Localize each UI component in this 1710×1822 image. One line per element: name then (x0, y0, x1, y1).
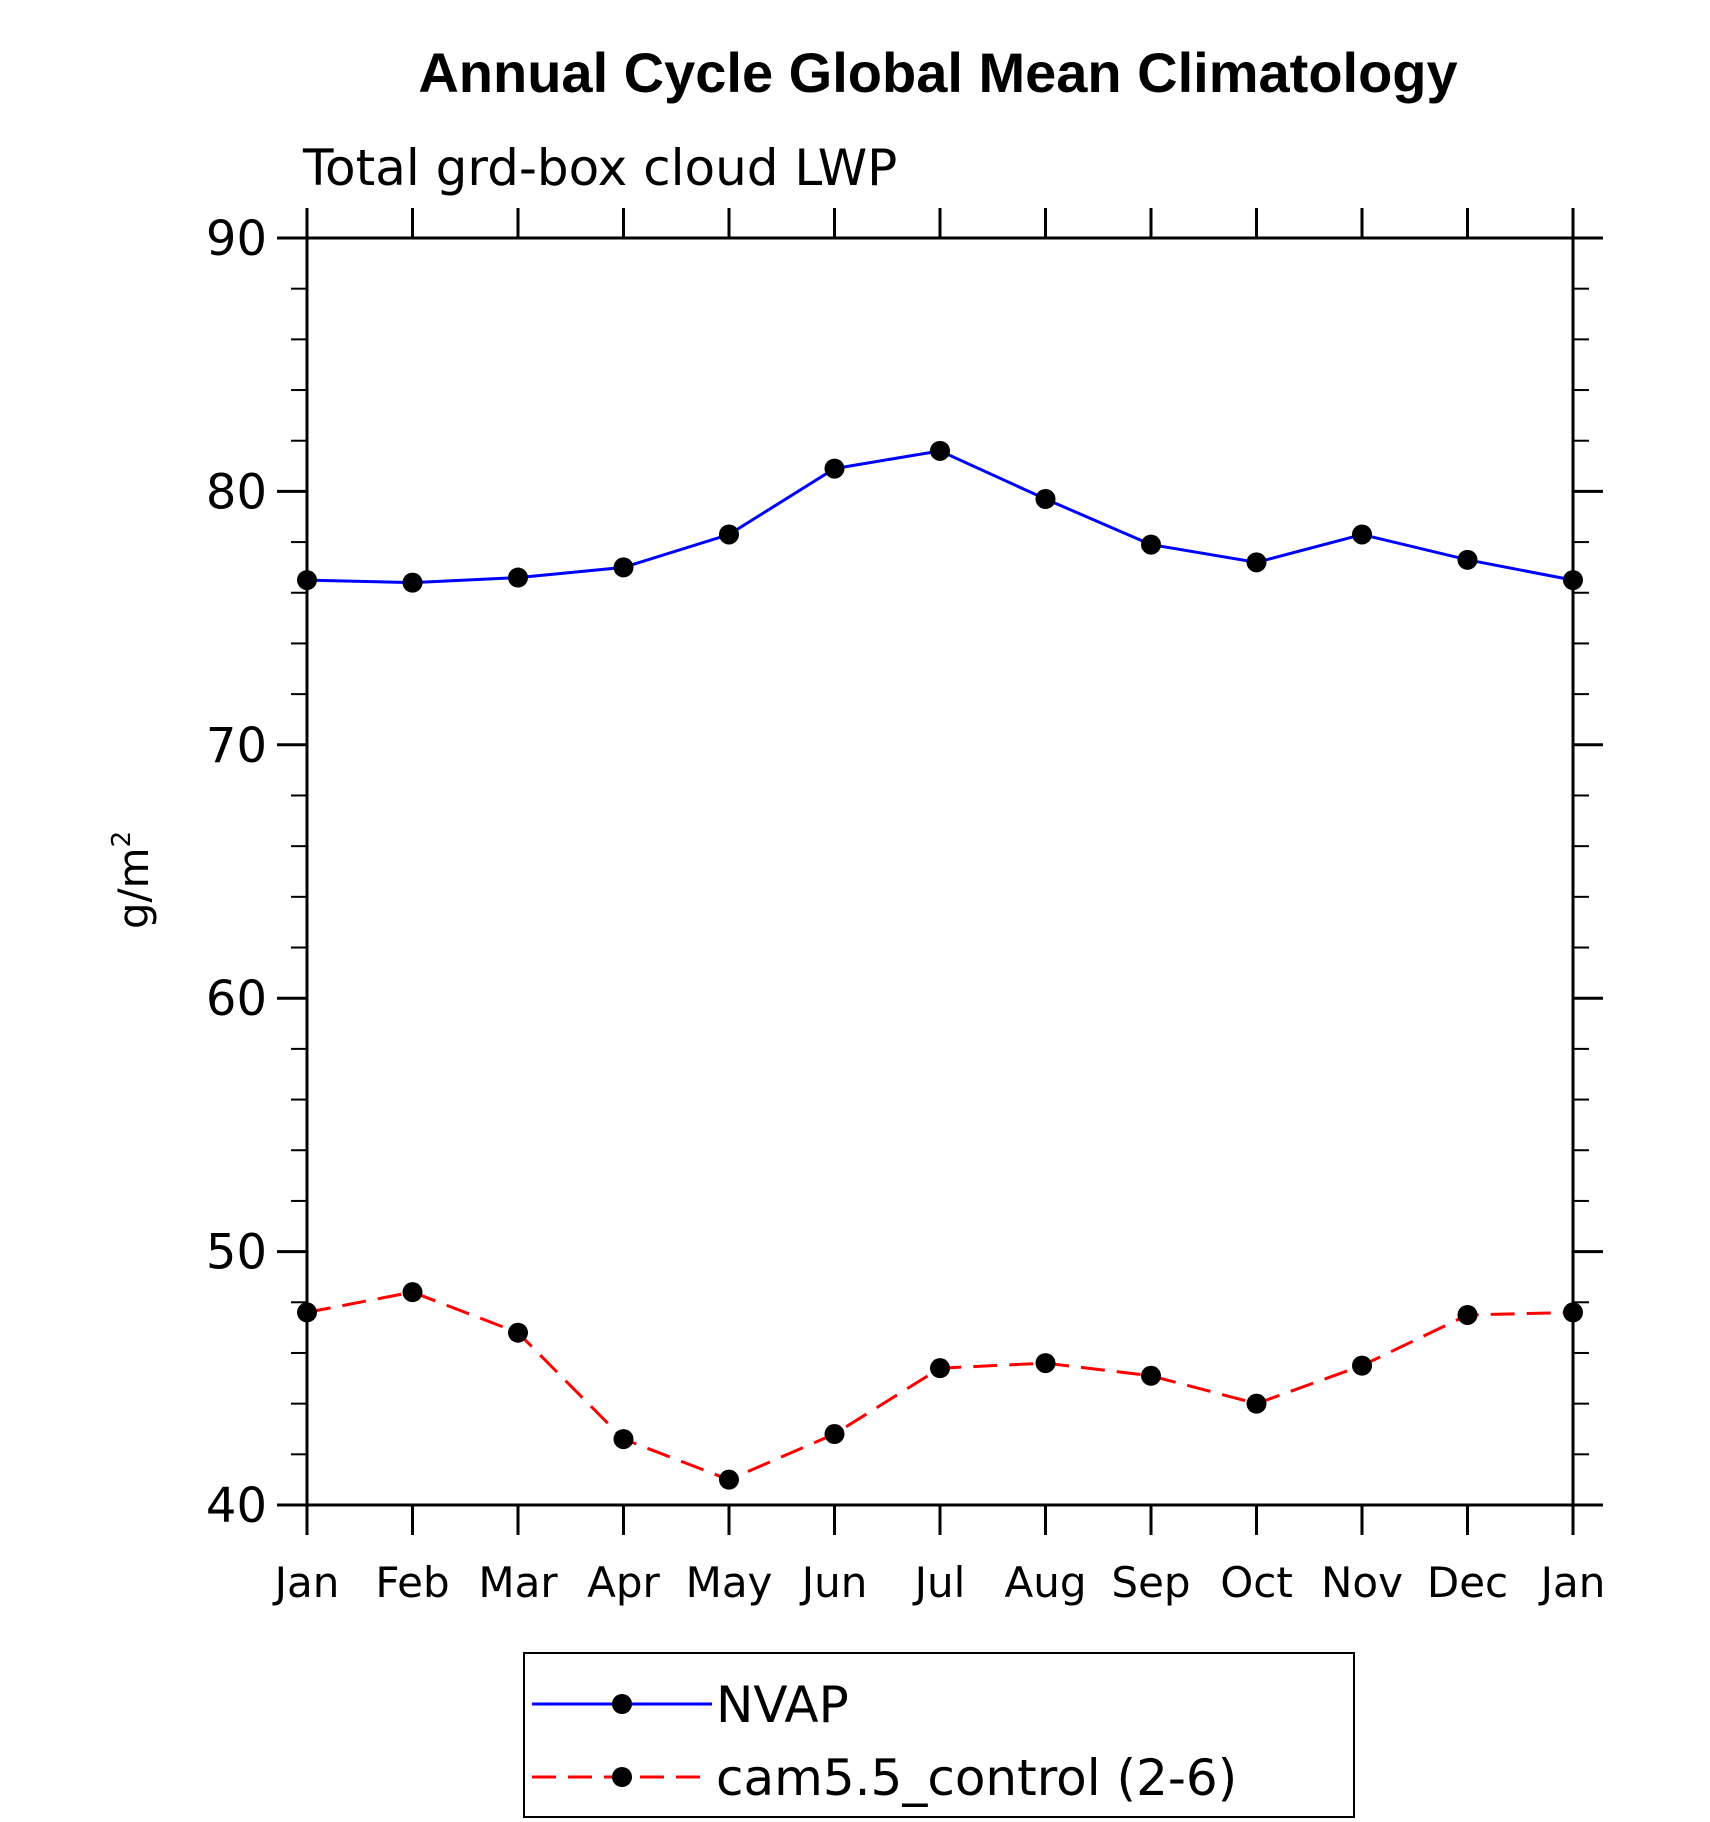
x-tick-label: Sep (1111, 1558, 1190, 1607)
legend-box (523, 1652, 1355, 1818)
series-line (306, 1290, 1574, 1482)
data-point (613, 1429, 634, 1450)
chart-title: Annual Cycle Global Mean Climatology (418, 41, 1457, 104)
data-point (508, 1322, 528, 1343)
data-point (1457, 1304, 1478, 1325)
data-point (930, 440, 950, 461)
data-point (1352, 1355, 1372, 1376)
data-point (824, 1424, 845, 1445)
legend-label: NVAP (716, 1676, 849, 1734)
x-tick-label: Oct (1220, 1558, 1293, 1607)
y-axis-label: g/m2 (107, 831, 158, 929)
data-point (1457, 549, 1478, 570)
data-point (1563, 1302, 1583, 1323)
y-axis-label-exponent: 2 (107, 831, 137, 848)
x-tick-label: Apr (587, 1558, 660, 1607)
data-point (1352, 524, 1372, 545)
data-point (508, 567, 528, 588)
x-tick-label: Jun (799, 1558, 868, 1607)
axis-ticks (277, 208, 1603, 1535)
y-tick-label: 50 (206, 1225, 267, 1281)
series-line (306, 449, 1574, 585)
data-point (930, 1358, 950, 1379)
y-tick-label: 60 (206, 971, 267, 1027)
y-axis-label-unit: g/m (109, 847, 158, 929)
x-tick-label: Dec (1427, 1558, 1508, 1607)
y-tick-label: 70 (206, 718, 267, 774)
legend-marker (612, 1767, 632, 1787)
x-tick-label: Jul (912, 1558, 966, 1607)
data-point (613, 557, 634, 578)
svg-text:g/m2: g/m2 (107, 831, 158, 929)
data-point (824, 458, 845, 479)
data-point (1035, 1353, 1056, 1374)
series-2 (297, 1282, 1583, 1490)
data-point (297, 1302, 317, 1323)
plot-frame (305, 236, 1575, 1507)
x-tick-label: May (686, 1558, 773, 1607)
y-tick-label: 80 (206, 464, 267, 520)
data-point (402, 1282, 423, 1303)
series-1 (297, 440, 1583, 593)
legend: NVAP cam5.5_control (2-6) (523, 1652, 1355, 1818)
legend-item: NVAP (532, 1676, 849, 1734)
data-point (402, 572, 423, 593)
y-tick-label: 40 (206, 1478, 267, 1534)
legend-label: cam5.5_control (2-6) (716, 1749, 1237, 1807)
data-point (1246, 1393, 1267, 1414)
data-point (1035, 489, 1056, 510)
x-tick-label: Jan (272, 1558, 340, 1607)
y-tick-label: 90 (206, 211, 267, 267)
x-tick-label: Mar (478, 1558, 558, 1607)
data-point (719, 524, 739, 545)
x-tick-label: Aug (1004, 1558, 1086, 1607)
x-tick-label: Jan (1538, 1558, 1606, 1607)
data-point (1563, 570, 1583, 591)
legend-item: cam5.5_control (2-6) (532, 1749, 1237, 1807)
data-point (297, 570, 317, 591)
legend-marker (612, 1694, 632, 1714)
axis-tick-labels: Jan Feb Mar Apr May Jun Jul Aug Sep Oct Nov Dec Jan4… (206, 211, 1605, 1607)
data-point (1141, 534, 1161, 555)
x-tick-label: Nov (1321, 1558, 1403, 1607)
chart-subtitle: Total grd-box cloud LWP (302, 139, 897, 197)
data-point (1246, 552, 1267, 573)
x-tick-label: Feb (375, 1558, 449, 1607)
data-point (719, 1469, 739, 1490)
series-layer (297, 440, 1583, 1490)
data-point (1141, 1365, 1161, 1386)
